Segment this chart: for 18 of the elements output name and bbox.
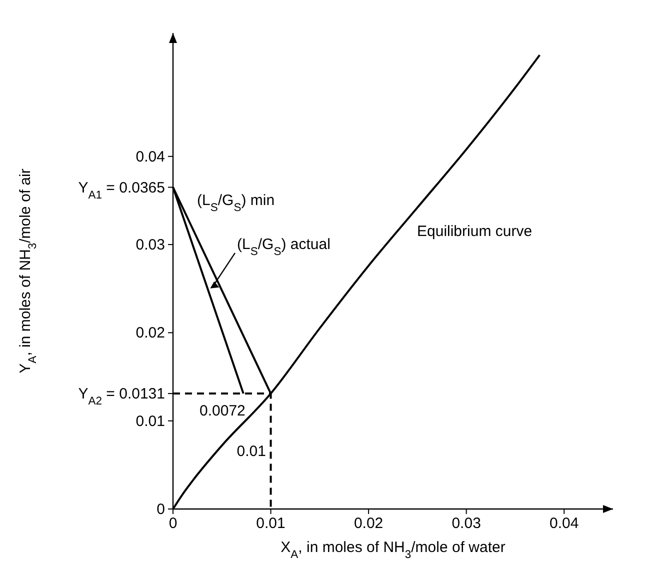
- x-tick-label: 0.02: [354, 515, 384, 532]
- annotation: 0.01: [236, 443, 266, 460]
- annotation: (L$_{S}$/G$_{S}$) min: [197, 192, 275, 214]
- y-tick-label: 0.03: [136, 236, 165, 254]
- y-tick-label: 0: [156, 501, 165, 518]
- annotation: (L$_{S}$/G$_{S}$) actual: [237, 236, 330, 258]
- x-tick-label: 0.01: [256, 515, 286, 532]
- x-axis-title: X$_{A}$, in moles of NH$_{3}$/mole of water: [280, 539, 506, 561]
- y-tick-label: 0.04: [136, 148, 165, 166]
- x-tick-label: 0: [168, 515, 178, 532]
- y-tick-label: Y$_{A1}$ = 0.0365: [78, 179, 165, 202]
- x-tick-label: 0.03: [452, 515, 481, 532]
- y-tick-label: 0.01: [136, 412, 165, 430]
- y-tick-label: Y$_{A2}$ = 0.0131: [78, 386, 165, 408]
- y-tick-label: 0.02: [136, 324, 165, 342]
- x-tick-label: 0.04: [550, 515, 579, 532]
- annotation: 0.0072: [200, 402, 246, 420]
- annotation: Equilibrium curve: [417, 223, 532, 240]
